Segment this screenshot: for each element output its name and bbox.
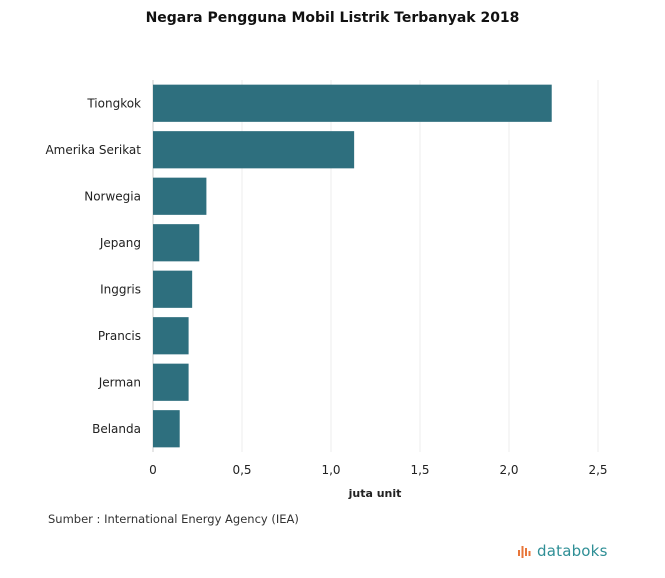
x-tick-label: 2,0 <box>499 463 518 477</box>
brand-logo[interactable]: databoks <box>517 542 608 560</box>
databoks-logo-icon <box>518 546 531 558</box>
x-tick-label: 1,0 <box>321 463 340 477</box>
bar[interactable] <box>153 410 180 448</box>
bar[interactable] <box>153 177 207 215</box>
source-note: Sumber : International Energy Agency (IE… <box>48 512 299 526</box>
category-label: Norwegia <box>84 189 141 203</box>
bar[interactable] <box>153 317 189 355</box>
category-label: Belanda <box>92 422 141 436</box>
category-label: Tiongkok <box>86 96 141 110</box>
x-axis-label: juta unit <box>348 487 402 500</box>
bar[interactable] <box>153 84 552 122</box>
bars <box>153 84 552 448</box>
x-tick-label: 0,5 <box>232 463 251 477</box>
category-label: Amerika Serikat <box>45 143 141 157</box>
bar[interactable] <box>153 224 200 262</box>
bar[interactable] <box>153 270 193 308</box>
bar[interactable] <box>153 131 355 169</box>
category-label: Jerman <box>98 375 141 389</box>
category-label: Jepang <box>99 236 141 250</box>
x-tick-label: 2,5 <box>588 463 607 477</box>
x-tick-label: 0 <box>149 463 157 477</box>
category-label: Prancis <box>98 329 141 343</box>
category-labels: Tiongkok Amerika Serikat Norwegia Jepang Ing… <box>45 96 141 436</box>
chart-title: Negara Pengguna Mobil Listrik Terbanyak … <box>145 10 520 26</box>
bar[interactable] <box>153 363 189 401</box>
x-tick-labels: 0 0,5 1,0 1,5 2,0 2,5 <box>149 463 607 477</box>
x-tick-label: 1,5 <box>410 463 429 477</box>
brand-name: databoks <box>537 542 608 560</box>
category-label: Inggris <box>100 282 141 296</box>
